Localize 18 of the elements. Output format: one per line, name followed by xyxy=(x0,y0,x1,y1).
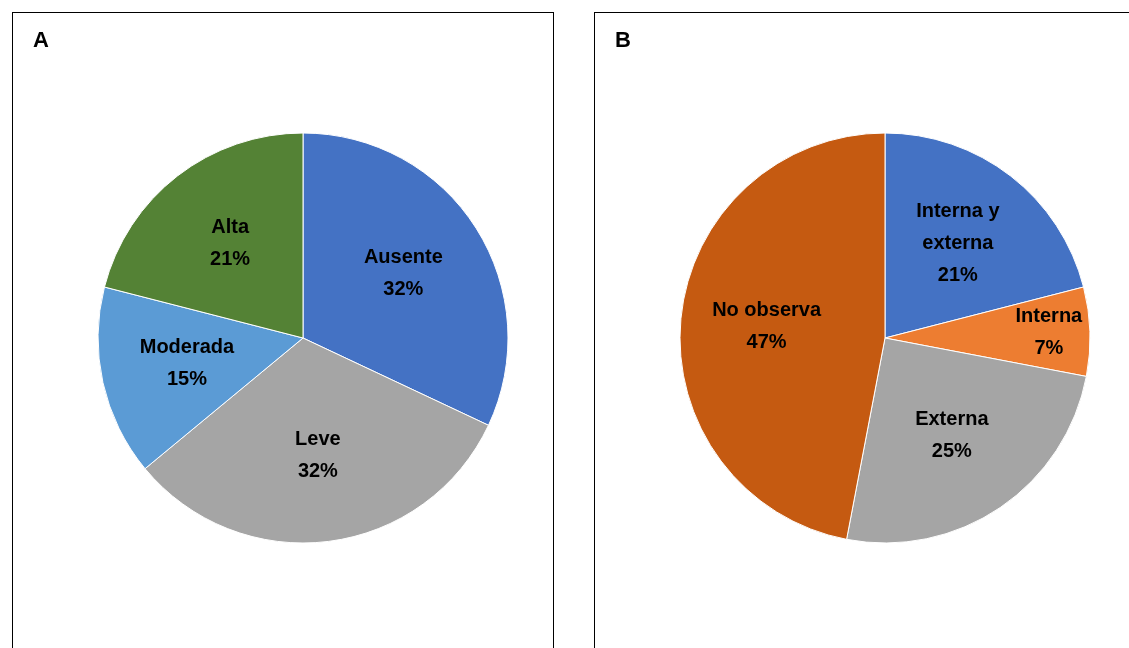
data-label: 32% xyxy=(297,459,339,482)
data-label: 21% xyxy=(210,247,251,270)
slice-label: No observa xyxy=(712,298,822,321)
slice-label: Moderada xyxy=(139,335,236,358)
slice-label: Interna xyxy=(1015,304,1084,327)
data-label: 25% xyxy=(931,439,973,462)
data-label: 32% xyxy=(383,277,424,300)
slice-label: Interna y externa xyxy=(916,199,1001,254)
chart-title: B xyxy=(615,27,631,53)
chart-title: A xyxy=(33,27,49,53)
slice-label: Ausente xyxy=(363,245,443,268)
slice-label: Leve xyxy=(295,427,341,450)
data-label: 15% xyxy=(166,367,208,390)
slice-label: Externa xyxy=(915,407,990,430)
data-label: 7% xyxy=(1034,336,1064,359)
data-label: 21% xyxy=(937,263,979,286)
data-label: 47% xyxy=(746,330,787,353)
slice-label: Alta xyxy=(211,215,250,238)
